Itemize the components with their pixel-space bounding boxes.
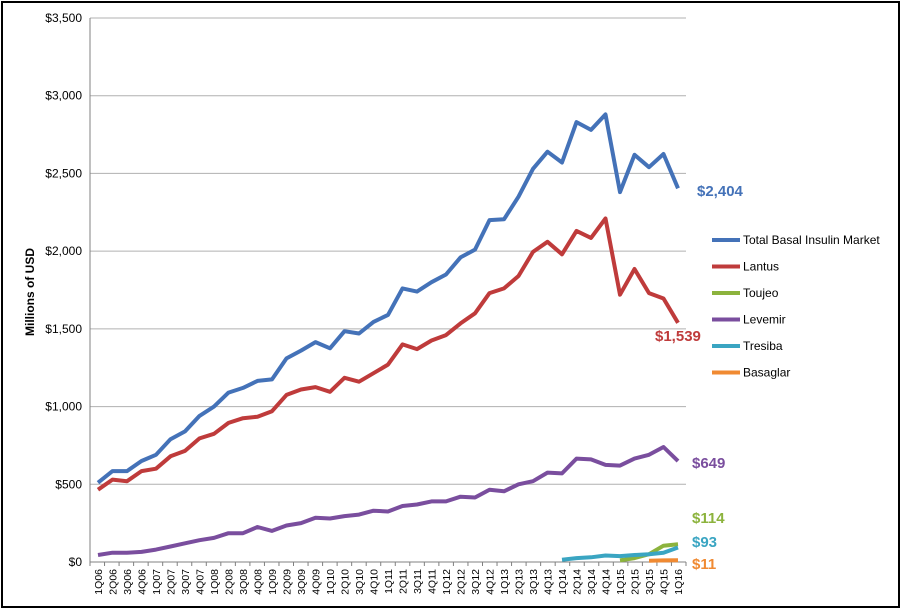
x-tick-label: 2Q12 bbox=[456, 569, 468, 595]
x-tick-label: 1Q13 bbox=[499, 569, 511, 595]
series-lines bbox=[96, 112, 680, 563]
x-tick-label: 1Q08 bbox=[209, 569, 221, 595]
x-tick-label: 3Q13 bbox=[528, 569, 540, 595]
x-tick-label: 2Q06 bbox=[108, 569, 120, 595]
x-tick-label: 3Q09 bbox=[296, 569, 308, 595]
end-label-levemir: $649 bbox=[692, 455, 725, 472]
y-tick-label: $1,500 bbox=[45, 322, 82, 336]
legend-label: Toujeo bbox=[743, 286, 779, 300]
series-line-total-basal-insulin-market bbox=[96, 112, 680, 485]
legend-label: Total Basal Insulin Market bbox=[743, 233, 880, 247]
x-tick-label: 3Q12 bbox=[470, 569, 482, 595]
x-tick-label: 2Q15 bbox=[630, 569, 642, 595]
legend-label: Tresiba bbox=[743, 339, 783, 353]
x-tick-label: 4Q15 bbox=[659, 569, 671, 595]
x-tick-label: 2Q14 bbox=[572, 569, 584, 595]
x-tick-label: 4Q12 bbox=[485, 569, 497, 595]
x-tick-label: 3Q14 bbox=[586, 569, 598, 595]
series-line-basaglar bbox=[648, 558, 679, 563]
y-axis-label: Millions of USD bbox=[23, 248, 37, 336]
x-tick-label: 4Q06 bbox=[137, 569, 149, 595]
series-line-levemir bbox=[97, 445, 680, 557]
x-tick-label: 3Q06 bbox=[122, 569, 134, 595]
x-tick-label: 1Q06 bbox=[93, 569, 105, 595]
end-value-labels: $2,404 $1,539 $114 $649 $93 $11 bbox=[655, 183, 744, 573]
x-tick-label: 1Q09 bbox=[267, 569, 279, 595]
x-tick-label: 1Q12 bbox=[441, 569, 453, 595]
x-tick-label: 1Q15 bbox=[615, 569, 627, 595]
x-tick-label: 3Q07 bbox=[180, 569, 192, 595]
x-tick-label: 3Q08 bbox=[238, 569, 250, 595]
x-tick-label: 1Q14 bbox=[557, 569, 569, 595]
y-tick-label: $3,000 bbox=[45, 89, 82, 103]
x-tick-label: 2Q09 bbox=[282, 569, 294, 595]
x-tick-label: 4Q09 bbox=[311, 569, 323, 595]
y-tick-label: $3,500 bbox=[45, 11, 82, 25]
y-tick-label: $2,000 bbox=[45, 244, 82, 258]
x-tick-label: 1Q11 bbox=[383, 569, 395, 594]
x-tick-labels: 1Q06 2Q06 3Q06 4Q06 1Q07 2Q07 3Q07 4Q07 1Q08 2Q08… bbox=[93, 569, 685, 595]
series-line-tresiba bbox=[561, 545, 679, 562]
x-tick-label: 1Q10 bbox=[325, 569, 337, 595]
y-tick-label: $1,000 bbox=[45, 400, 82, 414]
legend-label: Basaglar bbox=[743, 366, 790, 380]
x-tick-label: 4Q07 bbox=[195, 569, 207, 595]
series-line-lantus bbox=[96, 216, 680, 492]
end-label-lantus: $1,539 bbox=[655, 328, 701, 345]
x-tick-label: 3Q15 bbox=[644, 569, 656, 595]
x-tick-label: 1Q07 bbox=[151, 569, 163, 595]
x-tick-label: 2Q08 bbox=[224, 569, 236, 595]
end-label-basaglar: $11 bbox=[692, 556, 716, 573]
axes bbox=[89, 18, 687, 566]
x-tick-label: 4Q08 bbox=[253, 569, 265, 595]
y-tick-label: $500 bbox=[55, 477, 82, 491]
x-tick-label: 4Q10 bbox=[369, 569, 381, 595]
y-tick-labels: $0 $500 $1,000 $1,500 $2,000 $2,500 $3,000 $3,5… bbox=[45, 11, 82, 569]
x-tick-label: 2Q10 bbox=[340, 569, 352, 595]
x-tick-label: 4Q14 bbox=[601, 569, 613, 595]
legend-label: Levemir bbox=[743, 313, 786, 327]
x-tick-label: 2Q13 bbox=[514, 569, 526, 595]
y-tick-label: $0 bbox=[69, 555, 83, 569]
x-tick-label: 1Q16 bbox=[673, 569, 685, 595]
x-tick-label: 4Q13 bbox=[543, 569, 555, 595]
legend: Total Basal Insulin Market Lantus Toujeo Le… bbox=[712, 233, 880, 380]
end-label-total-basal-insulin-market: $2,404 bbox=[697, 183, 744, 200]
x-tick-label: 2Q07 bbox=[166, 569, 178, 595]
end-label-toujeo: $114 bbox=[692, 510, 725, 527]
x-tick-label: 2Q11 bbox=[398, 569, 410, 594]
x-tick-label: 3Q11 bbox=[412, 569, 424, 594]
grid-lines bbox=[90, 17, 686, 563]
end-label-tresiba: $93 bbox=[692, 534, 717, 551]
x-tick-label: 3Q10 bbox=[354, 569, 366, 595]
legend-label: Lantus bbox=[743, 260, 779, 274]
x-tick-label: 4Q11 bbox=[427, 569, 439, 594]
y-tick-label: $2,500 bbox=[45, 166, 82, 180]
